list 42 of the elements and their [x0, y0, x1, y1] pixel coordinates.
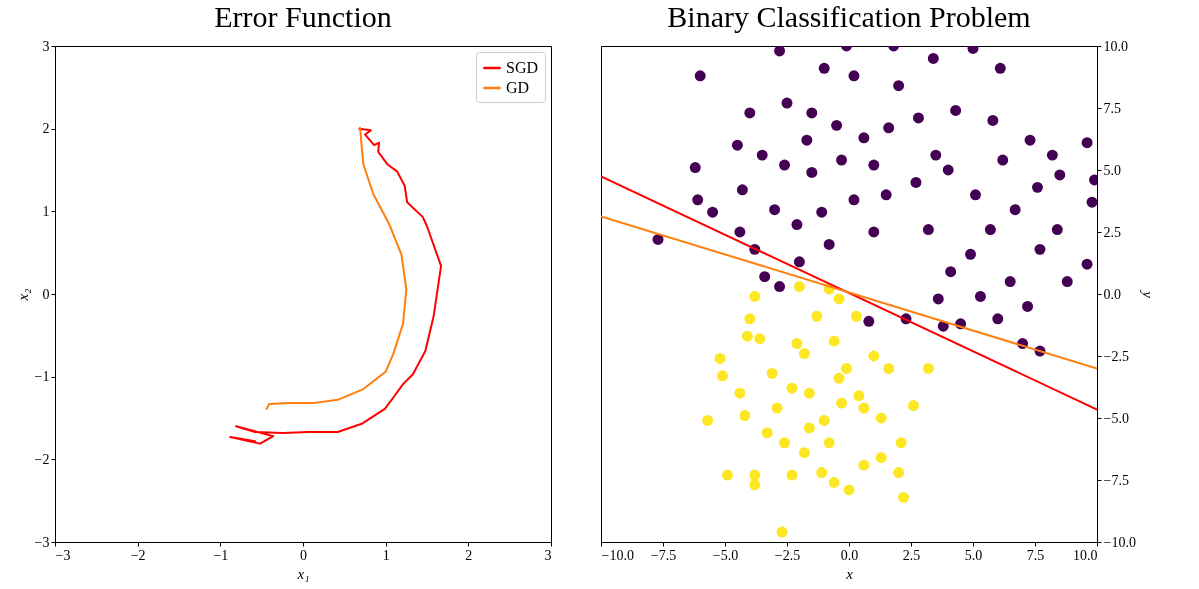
y-tick-label: 3	[42, 38, 50, 54]
x-tick-label: 0	[300, 547, 307, 563]
y2-tick-label: −10.0	[1103, 534, 1136, 550]
legend-label: GD	[506, 79, 530, 96]
y2-tick-label: 2.5	[1103, 224, 1121, 240]
x-tick-label: 5.0	[964, 547, 983, 563]
x-tick-label: −2.5	[774, 547, 801, 563]
y2-tick-label: −5.0	[1103, 410, 1129, 426]
y2-tick-label: 7.5	[1103, 100, 1121, 116]
x-tick-label: −7.5	[650, 547, 677, 563]
x-tick-label: −5.0	[712, 547, 739, 563]
y-tick-label: −2	[34, 451, 50, 467]
y2-tick-label: 0.0	[1103, 286, 1121, 302]
x-axis-title: x	[845, 565, 854, 582]
chart-title: Error Function	[214, 0, 392, 33]
y-tick-label: −1	[34, 369, 50, 385]
x-tick-label: −2	[130, 547, 146, 563]
y2-tick-label: −2.5	[1103, 348, 1129, 364]
y2-axis-title: y	[1139, 289, 1156, 299]
x-tick-label: −1	[213, 547, 229, 563]
x-tick-label: 1	[382, 547, 390, 563]
x-axis-title: x₁	[296, 565, 310, 582]
y2-tick-label: 5.0	[1103, 162, 1121, 178]
y-axis-title: x₂	[14, 288, 31, 302]
x-tick-label: 0.0	[840, 547, 859, 563]
x-tick-label: 10.0	[1073, 547, 1098, 563]
x-tick-label: 3	[544, 547, 552, 563]
x-tick-label: 2.5	[902, 547, 921, 563]
x-tick-label: −3	[55, 547, 71, 563]
chart-title: Binary Classification Problem	[667, 0, 1031, 33]
y2-tick-label: 10.0	[1103, 38, 1128, 54]
y2-tick-label: −7.5	[1103, 472, 1129, 488]
line-series	[265, 126, 408, 410]
y-tick-label: 0	[42, 286, 50, 302]
y-tick-label: 1	[42, 203, 50, 219]
y-tick-label: 2	[42, 121, 50, 137]
y-tick-label: −3	[34, 534, 50, 550]
x-tick-label: 7.5	[1026, 547, 1045, 563]
legend-label: SGD	[506, 59, 539, 76]
line-series	[229, 127, 443, 445]
x-tick-label: 2	[465, 547, 473, 563]
x-tick-label: −10.0	[601, 547, 634, 563]
